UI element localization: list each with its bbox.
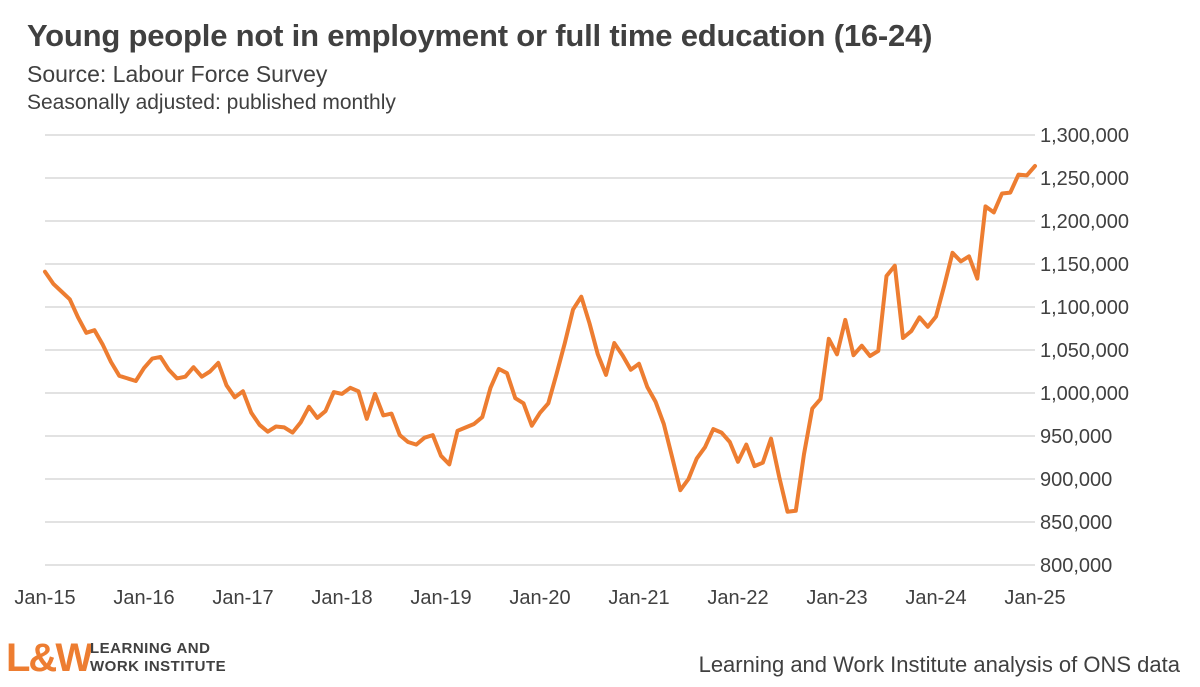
x-tick-label: Jan-23 <box>806 587 867 609</box>
footer-credit: Learning and Work Institute analysis of … <box>698 652 1180 677</box>
x-tick-label: Jan-19 <box>410 587 471 609</box>
x-tick-label: Jan-22 <box>707 587 768 609</box>
y-tick-label: 1,200,000 <box>1040 211 1129 233</box>
x-tick-label: Jan-17 <box>212 587 273 609</box>
x-tick-label: Jan-21 <box>608 587 669 609</box>
logo-line-2: WORK INSTITUTE <box>90 658 227 675</box>
y-tick-label: 1,000,000 <box>1040 383 1129 405</box>
logo-mark: L&W <box>6 636 93 680</box>
series-group <box>43 164 1037 514</box>
y-tick-label: 1,050,000 <box>1040 340 1129 362</box>
y-tick-label: 1,250,000 <box>1040 168 1129 190</box>
learning-and-work-logo: L&W LEARNING AND WORK INSTITUTE <box>6 636 266 680</box>
x-tick-label: Jan-20 <box>509 587 570 609</box>
y-tick-label: 1,300,000 <box>1040 125 1129 147</box>
x-tick-label: Jan-24 <box>905 587 966 609</box>
chart-source: Source: Labour Force Survey <box>27 61 328 87</box>
y-tick-label: 850,000 <box>1040 512 1112 534</box>
x-tick-label: Jan-25 <box>1004 587 1065 609</box>
y-tick-label: 800,000 <box>1040 555 1112 577</box>
gridlines <box>45 134 1035 566</box>
x-tick-label: Jan-18 <box>311 587 372 609</box>
y-tick-label: 950,000 <box>1040 426 1112 448</box>
x-axis-ticks: Jan-15 Jan-16 Jan-17 Jan-18 Jan-19 Jan-20 Jan-… <box>14 587 1065 609</box>
y-tick-label: 1,100,000 <box>1040 297 1129 319</box>
y-tick-label: 900,000 <box>1040 469 1112 491</box>
chart-title: Young people not in employment or full t… <box>27 18 933 53</box>
neet-series-line <box>43 164 1037 514</box>
chart-note: Seasonally adjusted: published monthly <box>27 91 396 114</box>
logo-line-1: LEARNING AND <box>90 640 211 657</box>
y-tick-label: 1,150,000 <box>1040 254 1129 276</box>
logo-wordmark: LEARNING AND WORK INSTITUTE <box>90 640 226 676</box>
x-tick-label: Jan-15 <box>14 587 75 609</box>
line-chart: 800,000 850,000 900,000 950,000 1,000,000 1,0… <box>14 125 1129 609</box>
y-axis-ticks: 800,000 850,000 900,000 950,000 1,000,000 1,0… <box>1040 125 1129 577</box>
x-tick-label: Jan-16 <box>113 587 174 609</box>
